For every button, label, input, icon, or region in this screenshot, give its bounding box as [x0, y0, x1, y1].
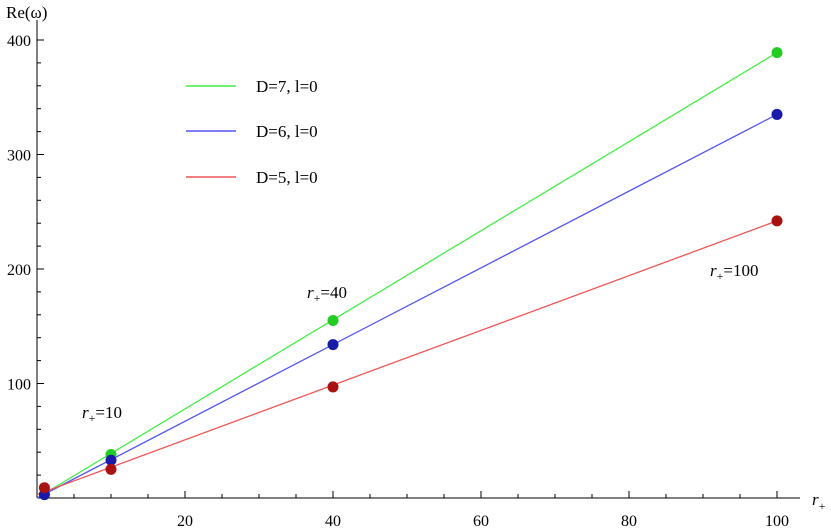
- legend-label: D=6, l=0: [256, 122, 318, 141]
- data-point-0-2: [327, 315, 339, 327]
- annotation-sub: +: [717, 269, 724, 283]
- series-lines: [36, 52, 778, 499]
- y-tick-label: 400: [7, 33, 31, 50]
- legend-label: D=5, l=0: [256, 168, 318, 187]
- data-point-2-3: [771, 215, 783, 227]
- data-point-1-3: [771, 108, 783, 120]
- legend-label: D=7, l=0: [256, 77, 318, 96]
- annotations: r+=10 r+=40 r+=100: [82, 261, 759, 425]
- series-line-0: [36, 52, 778, 499]
- legend-item: D=7, l=0: [186, 77, 318, 96]
- x-ticks: 20 40 60 80 100: [73, 491, 789, 530]
- annotation-main: r: [307, 283, 314, 302]
- x-axis-title-sub: +: [819, 499, 826, 513]
- x-tick-label: 60: [473, 513, 489, 530]
- legend-item: D=5, l=0: [186, 168, 318, 187]
- data-point-2-0: [38, 482, 50, 494]
- y-ticks: 100 200 300 400: [7, 33, 44, 476]
- y-tick-label: 100: [7, 377, 31, 394]
- series-line-2: [36, 220, 778, 496]
- series-line-1: [36, 113, 778, 499]
- data-point-0-3: [771, 47, 783, 59]
- annotation-main: r: [82, 403, 89, 422]
- annotation-text: =40: [320, 283, 347, 302]
- legend: D=7, l=0 D=6, l=0 D=5, l=0: [186, 77, 318, 187]
- y-axis-title: Re(ω): [6, 3, 47, 22]
- x-tick-label: 20: [177, 513, 193, 530]
- annotation-r100: r+=100: [710, 261, 759, 283]
- x-tick-label: 80: [621, 513, 637, 530]
- data-point-2-1: [105, 463, 117, 475]
- annotation-sub: +: [89, 411, 96, 425]
- x-axis-title-main: r: [812, 490, 819, 509]
- annotation-text: =100: [723, 261, 758, 280]
- x-tick-label: 40: [325, 513, 341, 530]
- annotation-r10: r+=10: [82, 403, 122, 425]
- y-tick-label: 300: [7, 148, 31, 165]
- data-point-1-2: [327, 339, 339, 351]
- axes: 20 40 60 80 100 100 200 300 400: [7, 20, 800, 530]
- annotation-r40: r+=40: [307, 283, 347, 305]
- annotation-main: r: [710, 261, 717, 280]
- y-tick-label: 200: [7, 262, 31, 279]
- x-tick-label: 100: [765, 513, 789, 530]
- x-axis-title: r+: [812, 490, 826, 513]
- annotation-sub: +: [314, 291, 321, 305]
- data-point-2-2: [327, 381, 339, 393]
- data-point-1-1: [105, 454, 117, 466]
- legend-item: D=6, l=0: [186, 122, 318, 141]
- series-points: [38, 47, 783, 501]
- annotation-text: =10: [95, 403, 122, 422]
